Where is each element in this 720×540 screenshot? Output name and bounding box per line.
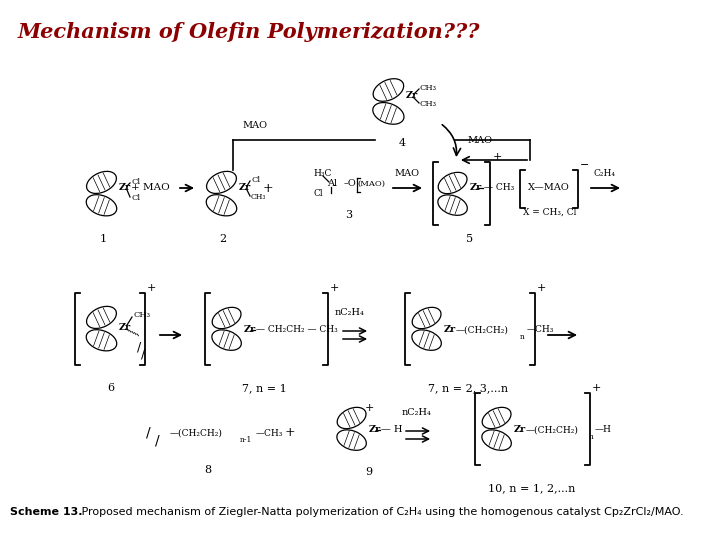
Text: nC₂H₄: nC₂H₄ [402,408,432,417]
Text: (MAO): (MAO) [357,180,385,188]
Text: —CH₃: —CH₃ [527,326,554,334]
Text: Zr: Zr [514,426,526,435]
Text: Zr: Zr [369,426,382,435]
Text: 8: 8 [204,465,212,475]
Text: —(CH₂CH₂): —(CH₂CH₂) [456,326,509,334]
Text: MAO: MAO [243,121,268,130]
Text: C₂H₄: C₂H₄ [594,169,616,178]
Text: Zr: Zr [119,184,131,192]
Text: CH₃: CH₃ [420,100,437,108]
Text: Zr: Zr [406,91,418,100]
Text: +: + [147,283,156,293]
Text: Mechanism of Olefin Polymerization???: Mechanism of Olefin Polymerization??? [18,22,480,42]
Text: Cl: Cl [251,176,260,184]
Text: /: / [145,426,150,440]
Text: Proposed mechanism of Ziegler-Natta polymerization of C₂H₄ using the homogenous : Proposed mechanism of Ziegler-Natta poly… [78,507,683,517]
Text: −: − [580,160,590,170]
Text: 3: 3 [346,210,353,220]
Text: CH₃: CH₃ [251,193,266,201]
Text: Zr: Zr [119,322,131,332]
Text: Zr: Zr [239,184,251,192]
Text: 7, n = 1: 7, n = 1 [242,383,287,393]
Text: H₃C: H₃C [313,170,331,179]
Text: /: / [137,341,141,354]
Text: 7, n = 2, 3,...n: 7, n = 2, 3,...n [428,383,508,393]
Text: /: / [141,348,145,361]
Text: —H: —H [595,426,612,435]
Text: Scheme 13.: Scheme 13. [10,507,83,517]
Text: nC₂H₄: nC₂H₄ [335,308,365,317]
Text: 4: 4 [398,138,405,148]
Text: — H: — H [381,426,402,435]
Text: n: n [520,333,525,341]
Text: +: + [263,181,274,194]
Text: 1: 1 [99,234,107,244]
Text: X = CH₃, Cl: X = CH₃, Cl [523,207,577,217]
Text: — CH₂CH₂ — CH₃: — CH₂CH₂ — CH₃ [256,326,338,334]
Text: —(CH₂CH₂): —(CH₂CH₂) [170,429,223,437]
Text: +: + [284,427,295,440]
Text: 5: 5 [467,234,474,244]
Text: –O: –O [344,179,356,188]
Text: —(CH₂CH₂): —(CH₂CH₂) [526,426,579,435]
Text: Cl: Cl [313,190,323,199]
Text: 2: 2 [220,234,227,244]
Text: — CH₃: — CH₃ [484,184,514,192]
Text: +: + [592,383,601,393]
Text: Al: Al [327,179,337,188]
Text: Zr: Zr [470,184,482,192]
Text: + MAO: + MAO [130,184,169,192]
Text: +: + [330,283,339,293]
Text: +: + [493,152,503,162]
Text: CH₃: CH₃ [133,311,150,319]
Text: Cl: Cl [131,178,140,186]
Text: n-1: n-1 [240,436,253,444]
Text: Zr: Zr [244,326,256,334]
Text: /: / [155,434,159,448]
Text: 10, n = 1, 2,...n: 10, n = 1, 2,...n [488,483,576,493]
Text: CH₃: CH₃ [420,84,437,92]
Text: X—MAO: X—MAO [528,184,570,192]
Text: Zr: Zr [444,326,456,334]
Text: n: n [589,433,594,441]
Text: 6: 6 [107,383,114,393]
Text: MAO: MAO [395,169,420,178]
Text: Cl: Cl [131,194,140,202]
Text: —CH₃: —CH₃ [256,429,284,437]
Text: MAO: MAO [467,136,492,145]
Text: +: + [364,403,374,413]
Text: 9: 9 [366,467,372,477]
Text: +: + [537,283,546,293]
